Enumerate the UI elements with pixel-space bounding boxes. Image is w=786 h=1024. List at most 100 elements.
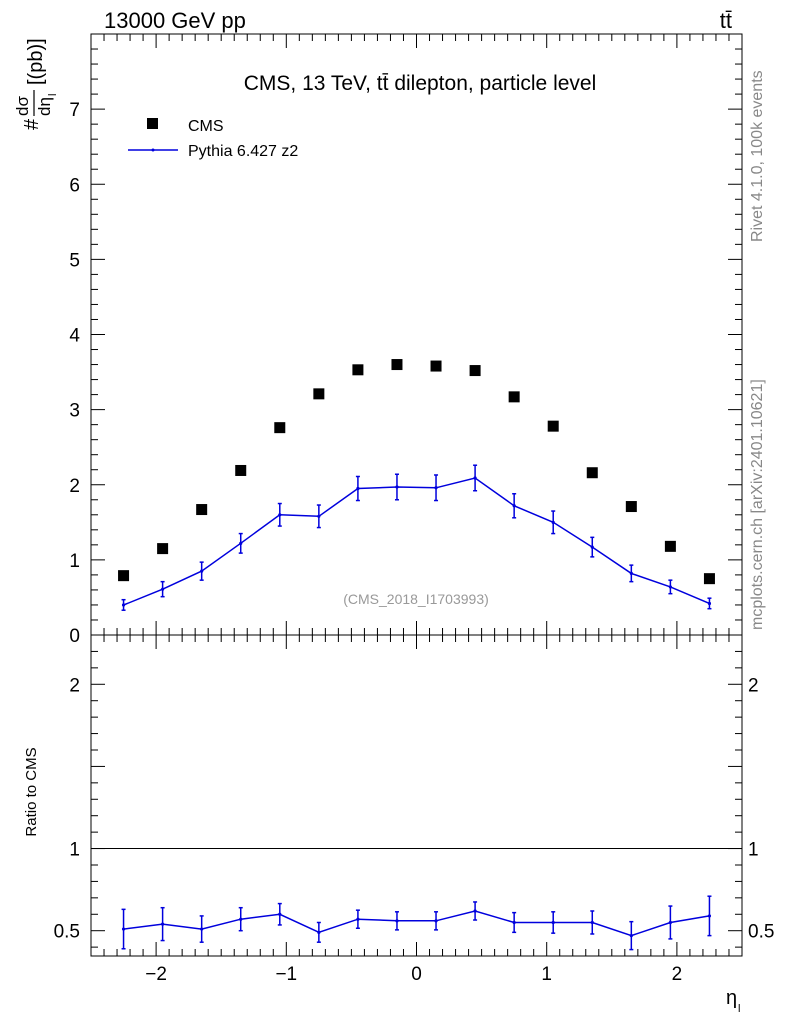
- cms-series-main: [118, 359, 715, 585]
- pythia-main-point: [200, 569, 204, 573]
- pythia-ratio-point: [395, 919, 399, 923]
- pythia-ratio-point: [239, 917, 243, 921]
- process-label: tt̄: [720, 8, 732, 33]
- main-y-axis-labels: 0 1 2 3 4 5 6 7: [69, 100, 80, 647]
- x-axis-tick-labels: −2 −1 0 1 2: [145, 964, 682, 985]
- legend: CMS Pythia 6.427 z2: [128, 118, 298, 160]
- cms-data-point: [508, 391, 520, 403]
- ratio-y-tick-label-left: 2: [69, 675, 80, 696]
- y-tick-label: 4: [69, 326, 80, 347]
- x-tick-label: −1: [275, 964, 297, 985]
- energy-label: 13000 GeV pp: [104, 8, 246, 33]
- pythia-main-point: [239, 541, 243, 545]
- pythia-main-point: [356, 486, 360, 491]
- pythia-main-point: [317, 514, 321, 518]
- y-tick-label: 1: [69, 551, 80, 572]
- mcplots-label: mcplots.cern.ch [arXiv:2401.10621]: [749, 379, 766, 630]
- pythia-main-point: [473, 476, 477, 480]
- y-tick-label: 5: [69, 250, 80, 271]
- y-label-subscript: l: [47, 94, 59, 96]
- pythia-main-point: [121, 603, 126, 607]
- pythia-main-point: [590, 545, 594, 549]
- cms-data-point: [664, 540, 676, 552]
- ratio-y-tick-label-right: 1: [748, 840, 759, 861]
- ratio-y-tick-label-left: 0.5: [54, 922, 80, 943]
- ratio-panel-frame: [90, 634, 743, 957]
- pythia-ratio-point: [629, 934, 633, 938]
- main-y-axis-ticks: [91, 33, 742, 636]
- y-label-hash: #: [21, 118, 43, 130]
- cms-data-point: [625, 501, 637, 513]
- pythia-series-main: [121, 464, 712, 611]
- pythia-ratio-point: [590, 920, 594, 925]
- y-label-unit: [(pb)]: [25, 38, 47, 85]
- pythia-ratio-line: [123, 910, 710, 937]
- cms-data-point: [352, 364, 364, 376]
- cms-data-point: [157, 543, 169, 555]
- pythia-main-line: [123, 477, 710, 606]
- pythia-ratio-point: [434, 919, 438, 923]
- ratio-y-axis-ticks: [91, 650, 742, 948]
- ratio-y-axis-labels: 0.5 0.5 1 1 2 2: [54, 675, 775, 942]
- pythia-ratio-point: [278, 912, 282, 916]
- y-tick-label: 6: [69, 175, 80, 196]
- pythia-main-point: [629, 571, 633, 575]
- cms-data-point: [274, 422, 286, 434]
- svg-text:#: #: [21, 118, 43, 130]
- legend-cms-marker: [147, 118, 158, 129]
- pythia-series-ratio: [121, 895, 712, 951]
- pythia-ratio-point: [161, 922, 165, 926]
- pythia-ratio-point: [473, 909, 477, 913]
- pythia-main-point: [434, 486, 438, 490]
- y-tick-label: 2: [69, 476, 80, 497]
- cms-data-point: [703, 573, 715, 585]
- ratio-y-tick-label-left: 1: [69, 840, 80, 861]
- main-x-axis-ticks: [90, 34, 743, 635]
- pythia-main-point: [551, 520, 555, 524]
- pythia-ratio-point: [200, 927, 204, 931]
- svg-text:l: l: [738, 1003, 740, 1015]
- cms-data-point: [586, 467, 598, 479]
- pythia-ratio-point: [551, 920, 555, 925]
- pythia-ratio-point: [317, 930, 321, 934]
- ratio-y-tick-label-right: 2: [748, 675, 759, 696]
- y-tick-label: 3: [69, 401, 80, 422]
- pythia-main-point: [707, 601, 712, 606]
- pythia-ratio-point: [668, 920, 672, 925]
- plot-title: CMS, 13 TeV, tt̄ dilepton, particle leve…: [244, 72, 597, 95]
- main-y-axis-label: # dσ dη l [(pb)]: [13, 38, 59, 130]
- x-tick-label: −2: [145, 964, 167, 985]
- cms-data-point: [313, 388, 325, 400]
- x-tick-label: 2: [672, 964, 683, 985]
- cms-data-point: [430, 360, 442, 372]
- cms-data-point: [469, 365, 481, 377]
- pythia-ratio-point: [707, 914, 712, 918]
- cms-data-point: [118, 570, 130, 582]
- y-tick-label: 7: [69, 100, 80, 121]
- x-tick-label: 1: [541, 964, 552, 985]
- y-label-denominator: dη: [35, 97, 54, 116]
- ratio-y-tick-label-right: 0.5: [748, 922, 774, 943]
- pythia-main-point: [395, 485, 399, 489]
- cms-data-point: [235, 464, 247, 476]
- ratio-y-axis-label: Ratio to CMS: [23, 747, 40, 836]
- y-label-numerator: dσ: [13, 96, 32, 116]
- pythia-ratio-point: [121, 927, 126, 931]
- svg-text:η: η: [726, 987, 737, 1009]
- cms-data-point: [196, 504, 208, 516]
- cms-data-point: [547, 420, 559, 432]
- cms-data-point: [391, 359, 403, 371]
- legend-cms-label: CMS: [188, 118, 224, 135]
- ratio-x-axis-ticks: [90, 635, 743, 956]
- pythia-main-point: [668, 585, 672, 589]
- pythia-main-point: [161, 587, 165, 591]
- legend-pythia-label: Pythia 6.427 z2: [188, 143, 298, 160]
- rivet-label: Rivet 4.1.0, 100k events: [749, 70, 766, 242]
- pythia-ratio-point: [512, 920, 516, 925]
- pythia-main-point: [278, 513, 282, 517]
- x-tick-label: 0: [411, 964, 422, 985]
- watermark: (CMS_2018_I1703993): [343, 591, 489, 607]
- x-axis-label: η l: [726, 987, 740, 1015]
- pythia-main-point: [512, 504, 516, 508]
